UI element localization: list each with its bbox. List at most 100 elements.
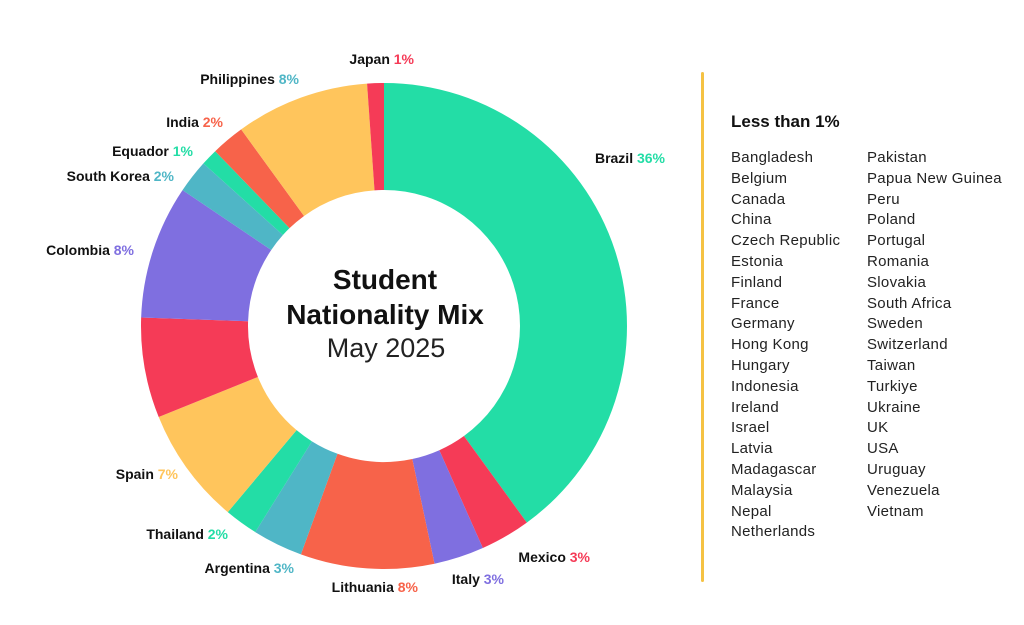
- slice-label-colombia: Colombia 8%: [46, 242, 134, 258]
- labels-layer: Brazil 36%Mexico 3%Italy 3%Lithuania 8%A…: [46, 51, 665, 595]
- legend-country: Venezuela: [867, 481, 940, 499]
- slice-label-name: Spain: [116, 466, 158, 482]
- legend-country: Papua New Guinea: [867, 169, 1002, 187]
- slice-label-value: 8%: [398, 579, 419, 595]
- slice-label-value: 1%: [173, 143, 194, 159]
- slice-label-japan: Japan 1%: [349, 51, 414, 67]
- slice-label-name: South Korea: [67, 168, 154, 184]
- legend-title: Less than 1%: [731, 112, 840, 131]
- slice-label-name: Philippines: [200, 71, 279, 87]
- legend-country: Slovakia: [867, 273, 927, 291]
- slice-label-brazil: Brazil 36%: [595, 150, 666, 166]
- slice-label-value: 2%: [208, 526, 229, 542]
- legend-column-2: Pakistan Papua New Guinea Peru Poland Portug…: [867, 148, 1002, 522]
- slice-label-name: Colombia: [46, 242, 114, 258]
- slice-label-south-korea: South Korea 2%: [67, 168, 175, 184]
- slice-argentina: [255, 441, 338, 555]
- legend-country: Netherlands: [731, 523, 816, 541]
- slice-label-value: 2%: [203, 114, 224, 130]
- slice-japan: [367, 83, 384, 191]
- legend-country: Czech Republic: [731, 232, 841, 250]
- legend-country: Canada: [731, 190, 786, 208]
- legend-country: Uruguay: [867, 460, 926, 478]
- legend-country: Malaysia: [731, 481, 793, 499]
- slice-label-value: 3%: [274, 560, 295, 576]
- slice-equador: [203, 151, 290, 235]
- chart-subtitle: May 2025: [327, 333, 446, 363]
- legend-country: Bangladesh: [731, 149, 814, 166]
- slice-label-argentina: Argentina 3%: [205, 560, 295, 576]
- slice-label-italy: Italy 3%: [452, 571, 505, 587]
- legend-country: Hungary: [731, 356, 790, 374]
- legend-country: Poland: [867, 211, 916, 229]
- slice-mexico: [439, 436, 527, 548]
- slice-label-name: Argentina: [205, 560, 274, 576]
- legend-country: Nepal: [731, 502, 772, 520]
- slice-label-philippines: Philippines 8%: [200, 71, 299, 87]
- legend-country: Ukraine: [867, 398, 921, 416]
- slice-label-name: Equador: [112, 143, 173, 159]
- slices-layer: [140, 83, 627, 570]
- legend-country: Turkiye: [867, 377, 918, 395]
- legend-country: South Africa: [867, 294, 952, 312]
- slice-colombia: [141, 190, 272, 322]
- legend-country: Finland: [731, 273, 783, 291]
- legend-country: China: [731, 211, 772, 229]
- legend-country: Israel: [731, 419, 770, 437]
- slice-thailand: [227, 430, 312, 533]
- slice-brazil: [384, 83, 627, 523]
- slice-lithuania: [300, 453, 435, 570]
- slice-label-value: 36%: [637, 150, 666, 166]
- legend-country: Latvia: [731, 440, 773, 458]
- legend-country: Madagascar: [731, 460, 817, 478]
- legend-country: Vietnam: [867, 502, 924, 520]
- slice-label-spain: Spain 7%: [116, 466, 179, 482]
- slice-label-mexico: Mexico 3%: [518, 549, 590, 565]
- chart-title-line: Nationality Mix: [286, 299, 484, 330]
- legend-country: Romania: [867, 252, 930, 270]
- slice-label-lithuania: Lithuania 8%: [332, 579, 419, 595]
- chart-title: Student Nationality Mix: [286, 264, 484, 330]
- legend-country: Indonesia: [731, 377, 799, 395]
- slice-italy: [412, 450, 483, 564]
- legend-country: Switzerland: [867, 336, 948, 354]
- slice-label-name: Brazil: [595, 150, 637, 166]
- legend-country: Pakistan: [867, 149, 927, 166]
- slice-label-equador: Equador 1%: [112, 143, 193, 159]
- slice-label-name: Thailand: [146, 526, 207, 542]
- legend-column-1: Bangladesh Belgium Canada China Czech Republ…: [731, 148, 840, 543]
- slice-india: [215, 129, 305, 229]
- slice-unlabeled: [140, 317, 258, 418]
- chart-title-line: Student: [333, 264, 437, 295]
- legend-country: UK: [867, 419, 889, 437]
- legend-country: Ireland: [731, 398, 779, 416]
- legend-country: Germany: [731, 315, 795, 333]
- slice-label-name: Japan: [349, 51, 393, 67]
- legend-country: Estonia: [731, 252, 784, 270]
- legend-country: Hong Kong: [731, 336, 809, 354]
- slice-label-value: 8%: [114, 242, 135, 258]
- slice-label-value: 8%: [279, 71, 300, 87]
- slice-label-value: 2%: [154, 168, 175, 184]
- slice-spain: [158, 376, 297, 513]
- legend-country: Peru: [867, 190, 900, 208]
- slice-label-value: 3%: [484, 571, 505, 587]
- slice-label-name: Mexico: [518, 549, 569, 565]
- legend-country: Belgium: [731, 169, 788, 187]
- legend-country: USA: [867, 440, 899, 458]
- slice-philippines: [241, 83, 375, 216]
- legend-country: Portugal: [867, 232, 926, 250]
- slice-label-india: India 2%: [166, 114, 223, 130]
- slice-south-korea: [182, 163, 283, 250]
- slice-label-name: Lithuania: [332, 579, 398, 595]
- slice-label-value: 7%: [158, 466, 179, 482]
- slice-label-value: 1%: [394, 51, 415, 67]
- slice-label-name: Italy: [452, 571, 484, 587]
- slice-label-value: 3%: [570, 549, 591, 565]
- legend-divider: [701, 72, 704, 582]
- slice-label-thailand: Thailand 2%: [146, 526, 228, 542]
- legend-country: France: [731, 294, 780, 312]
- legend-country: Taiwan: [867, 356, 916, 374]
